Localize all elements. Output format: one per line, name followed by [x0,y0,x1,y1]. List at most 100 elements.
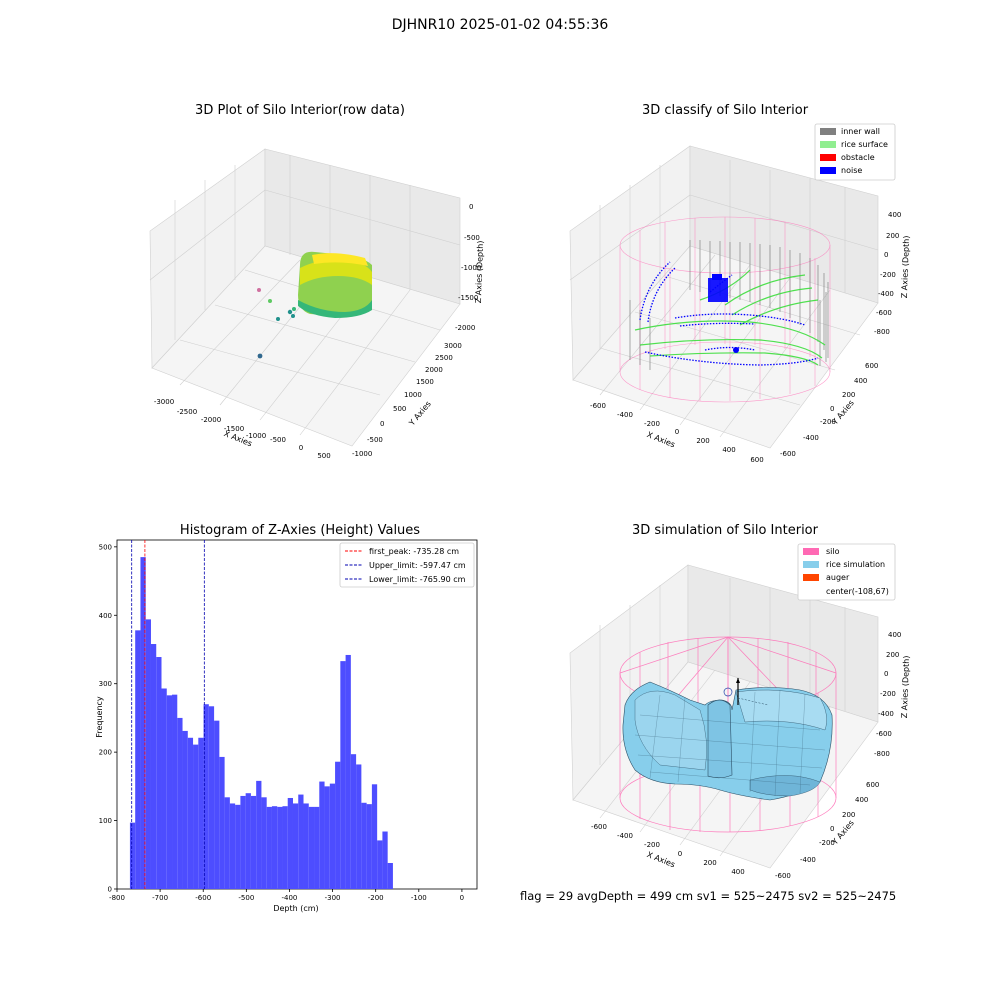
hist-bar [140,557,146,889]
hist-bar [177,717,183,889]
p1-ytick: -500 [367,436,383,444]
p4-ztick: -400 [878,710,894,718]
hist-bar [208,706,215,889]
panel2-x-ticks: -600 -400 -200 0 200 400 600 [590,402,764,464]
legend-swatch-auger [803,574,819,581]
panel1-title: 3D Plot of Silo Interior(row data) [195,103,405,118]
hist-bar [150,644,157,889]
hist-bar [319,781,325,889]
p2-ytick: 400 [854,377,867,385]
legend-label-silo: silo [826,547,840,556]
hist-bar [135,630,141,889]
legend-label-obstacle: obstacle [841,153,875,162]
panel2-y-ticks: -600 -400 -200 0 200 400 600 [780,362,878,458]
p2-xtick: 200 [696,437,709,445]
hist-bar [203,704,209,889]
p1-ytick: 1000 [404,391,422,399]
panel2-inner-wall-points [629,240,829,370]
p1-ytick: 1500 [416,378,434,386]
p2-ytick: -200 [820,418,836,426]
hist-xtick-label: 0 [460,894,464,902]
hist-bar [350,754,357,889]
hist-bar [250,795,257,889]
p2-xtick: -400 [617,411,633,419]
hist-bar [329,783,336,889]
hist-bar [335,761,341,889]
hist-bar [340,661,346,889]
panel2-3d-classify: inner wall rice surface obstacle noise -… [569,123,911,464]
p1-ztick: -1000 [461,264,481,272]
hist-x-ticks: -800 -700 -600 -500 -400 -300 -200 -100 0 [109,889,464,902]
panel2-title: 3D classify of Silo Interior [641,103,809,118]
p4-ztick: 0 [884,670,888,678]
hist-bar [129,822,136,889]
hist-bar [308,806,315,889]
p4-xtick: 400 [731,868,744,876]
p1-ylabel: Y Axies [407,399,433,428]
hist-reference-lines [131,540,205,889]
hist-bar [298,794,304,889]
hist-ytick-label: 400 [99,612,112,620]
p2-ztick: 0 [884,251,888,259]
hist-xlabel: Depth (cm) [273,904,318,913]
p2-xtick: 600 [750,456,763,464]
hist-bar [387,862,393,889]
panel2-noise-cluster [708,274,739,353]
hist-y-ticks: 0 100 200 300 400 500 [99,543,117,894]
p2-ytick: 600 [865,362,878,370]
hist-legend-lower-limit: Lower_limit: -765.90 cm [369,575,466,584]
hist-bar [161,688,167,889]
hist-bar [235,804,241,889]
p2-zlabel: Z Axies (Depth) [900,235,911,298]
hist-bar [198,737,204,889]
p2-ztick: -200 [880,271,896,279]
hist-bar [303,803,309,889]
p2-ytick: 200 [842,391,855,399]
panel4-3d-simulation: silo rice simulation auger center(-108,6… [569,543,911,880]
hist-bar [345,654,351,889]
p4-ytick: 400 [855,796,868,804]
p1-ztick: -500 [464,234,480,242]
p4-ztick: 200 [886,651,899,659]
p1-xtick: 500 [317,452,330,460]
p1-xtick: -3000 [154,398,174,406]
panel4-z-ticks: 400 200 0 -200 -400 -600 -800 [874,631,901,758]
hist-xtick-label: -200 [368,894,384,902]
hist-bar [166,695,173,889]
panel4-x-ticks: -600 -400 -200 0 200 400 [591,823,745,876]
hist-bar [193,744,199,889]
hist-bar [282,806,288,889]
panel1-z-ticks: 0 -500 -1000 -1500 -2000 [455,203,481,332]
p1-xtick: -2000 [201,416,221,424]
hist-xtick-label: -600 [195,894,211,902]
hist-bar [187,737,194,889]
hist-bar [382,831,388,889]
p1-ztick: -2000 [455,324,475,332]
hist-ytick-label: 200 [99,749,112,757]
legend-label-noise: noise [841,166,862,175]
hist-legend-upper-limit: Upper_limit: -597.47 cm [369,561,466,570]
hist-bar [245,793,251,889]
hist-bar [371,784,378,889]
panel1-point-cloud [257,251,372,359]
hist-ylabel: Frequency [95,696,104,738]
legend-label-rice-simulation: rice simulation [826,560,885,569]
hist-bar [224,797,230,889]
panel1-3d-scatter: -3000 -2500 -2000 -1500 -1000 -500 0 500… [149,148,485,460]
p4-ytick: -200 [819,839,835,847]
legend-label-inner-wall: inner wall [841,127,880,136]
p2-ztick: -600 [876,309,892,317]
p2-ytick: -400 [803,434,819,442]
p4-xtick: 0 [678,850,682,858]
p2-xtick: 0 [675,428,679,436]
p2-xtick: -600 [590,402,606,410]
hist-bar [266,806,272,889]
panel4-legend: silo rice simulation auger center(-108,6… [797,543,896,601]
hist-xtick-label: -500 [238,894,254,902]
hist-bars [129,557,393,889]
p4-xtick: -200 [644,841,660,849]
hist-bar [256,780,262,889]
hist-bar [145,619,151,889]
p4-xtick: 200 [703,859,716,867]
p2-ztick: -800 [874,328,890,336]
